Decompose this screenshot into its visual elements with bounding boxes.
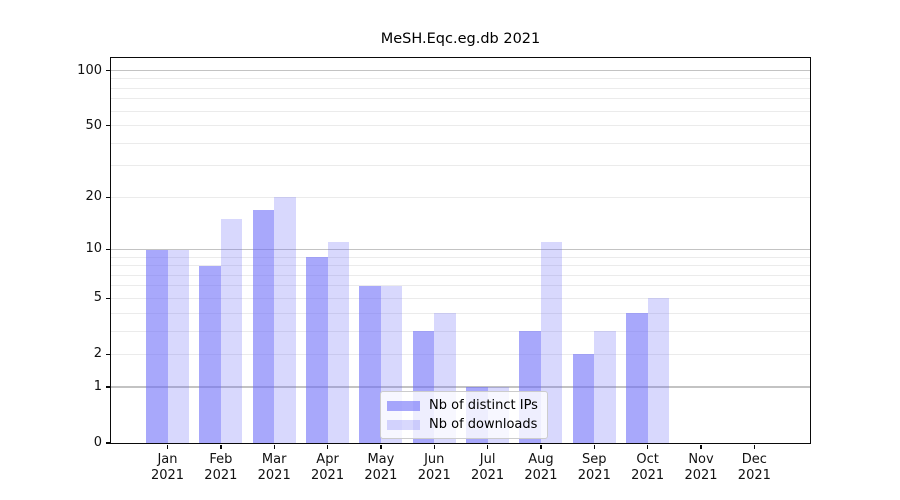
gridline-minor [111,165,810,167]
bar-downloads-mar [274,197,296,443]
gridline-minor [111,312,810,314]
y-axis-tick-mark [106,386,110,388]
legend-swatch-downloads [387,419,420,430]
x-axis-tick-label: Jan 2021 [150,452,185,483]
legend-swatch-distinct-ips [387,400,420,411]
bar-downloads-apr [327,242,350,443]
legend-item-downloads: Nb of downloads [387,417,538,432]
x-axis-tick-mark [753,444,756,449]
gridline-minor [111,285,810,287]
y-axis-tick-mark [106,442,110,444]
x-axis-tick-label: Jun 2021 [417,452,451,483]
legend-item-distinct-ips: Nb of distinct IPs [387,398,538,413]
plot-area [111,58,810,443]
chart-title: MeSH.Eqc.eg.db 2021 [380,31,541,47]
gridline-minor [111,256,810,258]
x-axis-tick-mark [486,444,489,449]
gridline-minor [111,297,810,299]
gridline-minor [111,196,810,198]
bar-distinct-ips-may [359,285,381,443]
x-axis-tick-label: Sep 2021 [577,452,611,483]
gridline-minor [111,78,810,80]
y-axis-tick-mark [106,124,110,127]
y-axis-tick-mark [106,248,110,251]
x-axis-tick-label: Apr 2021 [311,452,345,483]
gridline-minor [111,353,810,355]
gridline-minor [111,125,810,127]
gridline-major [111,248,810,251]
x-axis-tick-label: Oct 2021 [631,452,665,483]
bar-downloads-feb [220,219,243,443]
x-axis-tick-label: Jul 2021 [471,452,505,483]
x-axis-tick-mark [273,444,275,449]
legend: Nb of distinct IPs Nb of downloads [380,391,548,439]
x-axis-tick-mark [380,444,382,449]
gridline-minor [111,110,810,112]
bar-distinct-ips-jan [146,249,168,443]
gridline-minor [111,87,810,89]
gridline-minor [111,142,810,144]
y-axis-tick-mark [106,297,110,300]
y-axis-tick-mark [106,353,110,356]
gridline-major [111,69,810,72]
gridline-minor [111,274,810,276]
x-axis-tick-mark [166,444,169,449]
y-axis-tick-label: 2 [93,346,102,362]
y-axis-tick-label: 10 [85,241,102,257]
y-axis-tick-mark [106,196,110,198]
bar-distinct-ips-apr [306,257,328,443]
x-axis-tick-mark [220,444,222,449]
y-axis-tick-label: 5 [93,290,102,306]
y-axis-tick-label: 20 [85,189,102,205]
x-axis-tick-label: Feb 2021 [204,452,238,483]
y-axis-tick-label: 1 [93,379,102,395]
bar-downloads-sep [594,331,616,443]
x-axis-tick-mark [326,444,329,449]
gridline-minor [111,265,810,267]
x-axis-tick-mark [700,444,702,449]
y-axis-tick-mark [106,69,110,72]
y-axis-tick-label: 0 [93,435,102,450]
x-axis-tick-label: Nov 2021 [684,452,718,483]
gridline-major [111,386,810,388]
x-axis-tick-label: Aug 2021 [524,452,558,483]
legend-label-downloads: Nb of downloads [429,417,538,432]
x-axis-tick-mark [593,444,595,449]
gridline-minor [111,98,810,100]
x-axis-tick-mark [433,444,435,449]
x-axis-tick-mark [540,444,542,449]
x-axis-tick-label: Mar 2021 [257,452,291,483]
bar-distinct-ips-feb [199,265,221,443]
gridline-minor [111,330,810,332]
y-axis-tick-label: 100 [77,62,102,78]
bar-distinct-ips-mar [252,209,275,443]
x-axis-tick-label: May 2021 [364,452,398,483]
legend-label-distinct-ips: Nb of distinct IPs [429,398,538,413]
bar-distinct-ips-sep [572,354,595,443]
bar-downloads-oct [647,298,670,443]
x-axis-tick-mark [646,444,649,449]
bar-downloads-jan [167,249,189,443]
bar-distinct-ips-oct [626,313,648,443]
x-axis-tick-label: Dec 2021 [737,452,771,483]
y-axis-tick-label: 50 [85,117,102,133]
